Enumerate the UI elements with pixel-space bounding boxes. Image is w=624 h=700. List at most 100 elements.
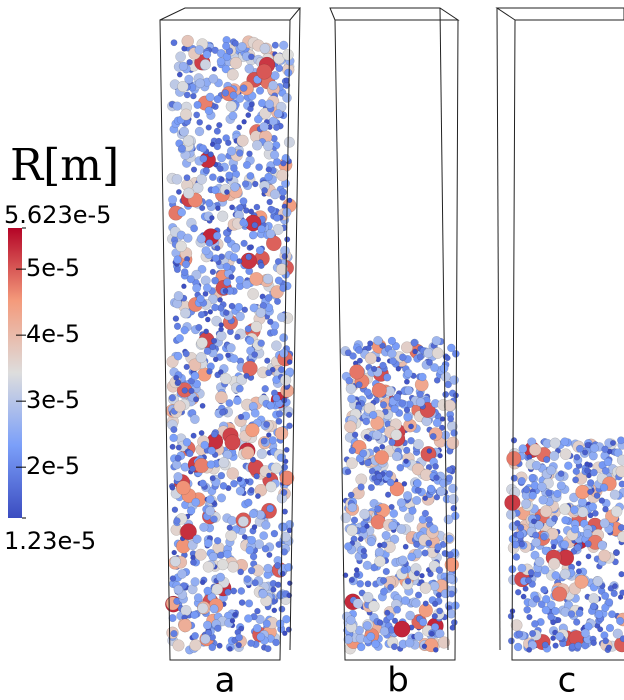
particle [268,80,278,91]
particle [217,558,229,571]
particle [273,214,281,222]
particle [192,283,202,293]
particle [211,303,219,312]
particle [279,40,289,50]
particle [399,353,407,361]
particle [219,408,226,416]
particle [263,420,271,428]
particle [279,188,287,196]
particle [344,420,357,433]
particle [546,600,556,610]
particle [180,307,191,319]
particle [619,589,624,596]
particle [209,173,217,181]
particle [190,371,200,381]
particle [263,140,274,152]
particle [445,534,454,543]
particle [245,599,254,608]
particle [265,166,272,173]
particle [217,551,225,559]
particle [404,386,414,396]
particle [573,618,581,626]
particle [570,505,579,514]
particle [254,493,261,499]
particle [186,275,195,284]
particle [540,533,548,541]
particle [567,610,576,618]
particle [601,603,610,612]
particle [237,516,249,528]
particle [421,549,429,557]
particle [541,641,549,649]
particle [615,465,624,478]
particle [211,583,224,595]
particle [227,646,233,652]
particle [259,121,269,132]
particle [270,321,280,330]
particle [575,568,582,575]
particle [171,460,182,470]
particle [241,180,250,188]
particle [207,446,216,455]
particle [173,291,184,301]
particle [173,255,182,264]
particle [446,436,460,450]
particle [229,618,236,624]
particle [383,373,392,382]
particle [215,390,228,404]
particle [372,430,382,440]
particle [379,342,386,349]
particle [525,576,532,584]
particle [216,57,226,66]
particle [198,430,205,436]
particle [248,208,255,215]
particle [379,587,388,596]
particle [527,569,535,576]
particle [574,641,582,650]
particle [385,491,392,498]
particle [270,462,282,474]
particle [271,41,279,49]
particle [610,440,617,447]
particle [415,397,426,407]
particle [608,610,616,619]
particle [286,422,293,430]
particle [342,572,349,579]
particle [374,555,386,568]
particle [389,509,399,518]
particle [254,115,263,124]
particle [244,498,253,507]
particle [256,632,266,642]
particle [597,626,604,633]
particle [243,575,252,583]
particle [175,334,184,343]
particle [255,307,266,318]
particle [206,368,213,375]
box-b-edge [439,7,449,651]
particle [200,440,209,450]
particle [421,643,428,649]
particle [248,244,254,250]
particle [233,396,242,406]
particle [253,203,261,211]
particle [618,571,624,578]
particle [286,411,293,418]
particle [216,165,224,173]
panel-label: b [387,661,409,700]
particle [266,504,275,513]
particle [602,637,610,645]
particle [186,449,194,458]
particle [609,489,621,500]
particle [236,124,243,131]
particle [202,561,215,573]
particle [355,346,363,355]
particle [219,482,228,490]
particle [379,401,388,409]
particle [235,641,242,649]
particle [451,349,460,358]
particle [419,573,425,579]
particle [273,123,281,131]
particle [510,619,523,632]
particle [203,347,212,355]
